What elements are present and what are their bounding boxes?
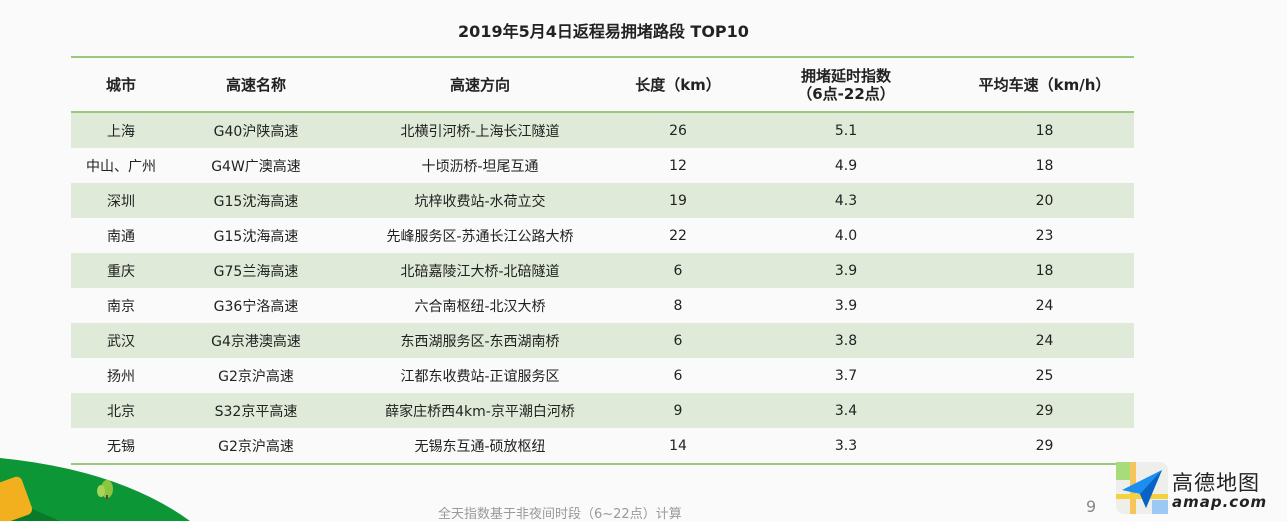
table-row: 重庆 G75兰海高速 北碚嘉陵江大桥-北碚隧道 6 3.9 18: [71, 253, 1134, 288]
cell-index: 3.9: [834, 262, 858, 279]
amap-logo-icon: [1116, 462, 1168, 514]
cell-city: 深圳: [107, 193, 135, 210]
footnote: 全天指数基于非夜间时段（6~22点）计算: [438, 507, 682, 522]
cell-city: 武汉: [107, 333, 135, 350]
header-city: 城市: [105, 75, 136, 94]
cell-length: 6: [673, 262, 683, 279]
cell-city: 重庆: [107, 263, 135, 280]
page-number: 9: [1086, 497, 1097, 516]
cell-speed: 18: [1035, 262, 1054, 279]
cell-highway: G2京沪高速: [218, 438, 294, 455]
cell-index: 3.8: [834, 332, 858, 349]
brand-name: 高德地图: [1172, 471, 1260, 495]
cell-city: 扬州: [107, 368, 135, 385]
cell-city: 中山、广州: [86, 158, 156, 175]
table-row: 南京 G36宁洛高速 六合南枢纽-北汉大桥 8 3.9 24: [71, 288, 1134, 323]
header-speed: 平均车速（km/h）: [978, 75, 1111, 94]
table-row: 中山、广州 G4W广澳高速 十顷沥桥-坦尾互通 12 4.9 18: [71, 148, 1134, 183]
cell-index: 4.9: [834, 157, 858, 174]
cell-highway: G4京港澳高速: [211, 333, 301, 350]
cell-index: 5.1: [834, 122, 858, 139]
cell-direction: 北碚嘉陵江大桥-北碚隧道: [400, 263, 560, 280]
cell-index: 4.0: [834, 227, 858, 244]
page-title: 2019年5月4日返程易拥堵路段 TOP10: [458, 22, 749, 41]
cell-direction: 东西湖服务区-东西湖南桥: [400, 333, 560, 350]
cell-city: 南通: [107, 228, 135, 245]
cell-highway: G2京沪高速: [218, 368, 294, 385]
cell-length: 26: [669, 122, 687, 139]
cell-length: 14: [669, 437, 687, 454]
cell-index: 4.3: [834, 192, 858, 209]
cell-direction: 六合南枢纽-北汉大桥: [414, 298, 546, 315]
taxi-icon: [0, 476, 33, 521]
cell-direction: 先峰服务区-苏通长江公路大桥: [386, 228, 574, 245]
cell-highway: G4W广澳高速: [211, 158, 301, 175]
cell-index: 3.9: [834, 297, 858, 314]
cell-city: 无锡: [107, 438, 135, 455]
cell-highway: S32京平高速: [214, 403, 298, 420]
congestion-table: 城市 高速名称 高速方向 长度（km） 拥堵延时指数 （6点-22点） 平均车速（…: [71, 56, 1134, 465]
header-highway: 高速名称: [225, 75, 286, 94]
cell-speed: 29: [1035, 437, 1054, 454]
cell-direction: 坑梓收费站-水荷立交: [414, 193, 546, 210]
header-index: 拥堵延时指数 （6点-22点）: [737, 57, 955, 112]
cell-length: 12: [669, 157, 687, 174]
header-index-label: 拥堵延时指数: [800, 66, 891, 85]
cell-index: 3.4: [834, 402, 858, 419]
header-direction: 高速方向: [449, 75, 510, 94]
cell-city: 北京: [107, 403, 135, 420]
header-index-sub: （6点-22点）: [797, 84, 895, 103]
cell-city: 南京: [107, 298, 135, 315]
table-row: 无锡 G2京沪高速 无锡东互通-硕放枢纽 14 3.3 29: [71, 428, 1134, 464]
cell-speed: 24: [1035, 332, 1054, 349]
cell-speed: 23: [1035, 227, 1054, 244]
cell-length: 9: [673, 402, 683, 419]
cell-speed: 20: [1035, 192, 1054, 209]
cell-direction: 江都东收费站-正谊服务区: [400, 368, 560, 385]
table-row: 北京 S32京平高速 薛家庄桥西4km-京平潮白河桥 9 3.4 29: [71, 393, 1134, 428]
cell-direction: 北横引河桥-上海长江隧道: [400, 123, 560, 140]
cell-speed: 18: [1035, 122, 1054, 139]
cell-length: 6: [673, 367, 683, 384]
cell-direction: 十顷沥桥-坦尾互通: [421, 158, 539, 175]
cell-speed: 18: [1035, 157, 1054, 174]
cell-length: 8: [673, 297, 683, 314]
cell-speed: 29: [1035, 402, 1054, 419]
cell-length: 22: [669, 227, 687, 244]
cell-index: 3.3: [834, 437, 858, 454]
cell-direction: 薛家庄桥西4km-京平潮白河桥: [385, 403, 575, 420]
cell-speed: 25: [1035, 367, 1054, 384]
table-header: 城市 高速名称 高速方向 长度（km） 拥堵延时指数 （6点-22点） 平均车速（…: [71, 57, 1134, 112]
hill-decoration: [0, 458, 190, 521]
cell-highway: G40沪陕高速: [213, 123, 299, 140]
cell-highway: G36宁洛高速: [213, 298, 299, 315]
table-row: 深圳 G15沈海高速 坑梓收费站-水荷立交 19 4.3 20: [71, 183, 1134, 218]
table-row: 武汉 G4京港澳高速 东西湖服务区-东西湖南桥 6 3.8 24: [71, 323, 1134, 358]
cell-highway: G15沈海高速: [213, 228, 299, 245]
cell-index: 3.7: [834, 367, 858, 384]
brand-domain: amap.com: [1172, 493, 1268, 511]
cell-highway: G75兰海高速: [213, 263, 299, 280]
table-row: 南通 G15沈海高速 先峰服务区-苏通长江公路大桥 22 4.0 23: [71, 218, 1134, 253]
cell-direction: 无锡东互通-硕放枢纽: [414, 438, 546, 455]
tree-icon: [97, 480, 113, 499]
header-length: 长度（km）: [635, 75, 721, 94]
cell-speed: 24: [1035, 297, 1054, 314]
table-row: 扬州 G2京沪高速 江都东收费站-正谊服务区 6 3.7 25: [71, 358, 1134, 393]
cell-length: 19: [669, 192, 687, 209]
table-row: 上海 G40沪陕高速 北横引河桥-上海长江隧道 26 5.1 18: [71, 112, 1134, 148]
cell-highway: G15沈海高速: [213, 193, 299, 210]
cell-length: 6: [673, 332, 683, 349]
cell-city: 上海: [107, 123, 135, 140]
